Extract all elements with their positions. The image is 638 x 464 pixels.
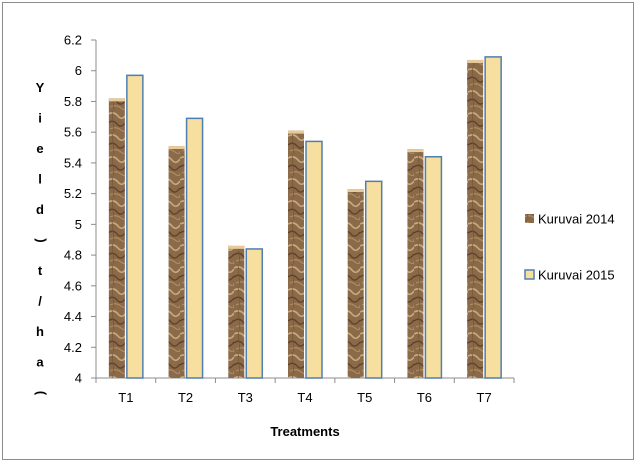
y-axis-title-char: /	[38, 294, 42, 309]
y-axis-title-char: h	[36, 324, 44, 339]
x-tick-label: T1	[118, 390, 133, 405]
x-tick-label: T6	[417, 390, 432, 405]
y-axis-title-char: Y	[36, 80, 45, 95]
y-tick-label: 4.4	[64, 309, 82, 324]
bar-top-highlight	[108, 98, 125, 102]
y-axis-title-char: )	[32, 391, 47, 395]
legend: Kuruvai 2014 Kuruvai 2015	[524, 212, 615, 283]
bar-kuruvai-2015-t7	[484, 56, 502, 379]
x-tick-label: T5	[357, 390, 372, 405]
bar-kuruvai-2014-t6	[407, 149, 424, 378]
bar-kuruvai-2014-t4	[288, 130, 304, 378]
y-axis-title-char: e	[36, 141, 43, 156]
bar-kuruvai-2015-t3	[245, 248, 264, 379]
bar-top-highlight	[168, 146, 185, 150]
bar-top-highlight	[347, 189, 364, 193]
x-tick-label: T3	[238, 390, 253, 405]
y-tick-label: 5	[75, 217, 82, 232]
bar-kuruvai-2015-t2	[185, 117, 204, 379]
legend-label: Kuruvai 2014	[538, 212, 615, 227]
bar-kuruvai-2014-t3	[228, 245, 245, 378]
bar-top-highlight	[467, 59, 484, 63]
y-axis-title: Yie ld ( t / h a)	[32, 80, 47, 395]
bar-kuruvai-2015-t1	[126, 74, 144, 379]
bar-kuruvai-2014-t2	[168, 146, 185, 378]
bar-kuruvai-2015-t4	[305, 140, 323, 379]
y-axis-title-char: a	[36, 355, 44, 370]
y-tick-label: 4	[75, 371, 82, 386]
y-tick-label: 6	[75, 63, 82, 78]
x-tick-label: T4	[297, 390, 312, 405]
y-tick-label: 6.2	[64, 33, 82, 48]
bar-top-highlight	[288, 130, 304, 134]
y-axis-title-char: (	[32, 238, 47, 243]
bar-kuruvai-2014-t7	[467, 59, 484, 379]
bars: T1 T2 T3 T4 T5 T6 T7	[108, 56, 502, 405]
x-tick-label: T7	[477, 390, 492, 405]
legend-swatch-kuruvai-2015	[524, 269, 535, 280]
bar-kuruvai-2014-t1	[108, 98, 125, 378]
y-tick-label: 5.6	[64, 125, 82, 140]
bar-top-highlight	[228, 245, 245, 249]
x-tick-label: T2	[178, 390, 193, 405]
legend-swatch-kuruvai-2014	[525, 214, 534, 223]
bar-kuruvai-2015-t5	[364, 180, 383, 379]
y-tick-label: 4.6	[64, 278, 82, 293]
bar-kuruvai-2014-t5	[347, 189, 364, 378]
y-axis-title-char: i	[38, 111, 42, 126]
y-tick-label: 5.2	[64, 186, 82, 201]
axis-labels: Treatments Yie ld ( t / h a)	[32, 80, 340, 439]
y-axis-title-char: t	[38, 263, 43, 278]
y-tick-label: 4.2	[64, 340, 82, 355]
y-axis-title-char: l	[38, 172, 42, 187]
y-tick-label: 5.4	[64, 155, 82, 170]
axes: 4 4.2 4.4 4.6 4.8 5 5.2 5.4 5.6 5.8 6 6.2	[64, 33, 515, 386]
bar-top-highlight	[407, 149, 424, 153]
y-tick-label: 5.8	[64, 94, 82, 109]
y-tick-label: 4.8	[64, 248, 82, 263]
y-axis-title-char: d	[36, 202, 44, 217]
legend-label: Kuruvai 2015	[538, 268, 615, 283]
bar-kuruvai-2015-t6	[424, 156, 443, 379]
x-axis-title: Treatments	[270, 424, 339, 439]
